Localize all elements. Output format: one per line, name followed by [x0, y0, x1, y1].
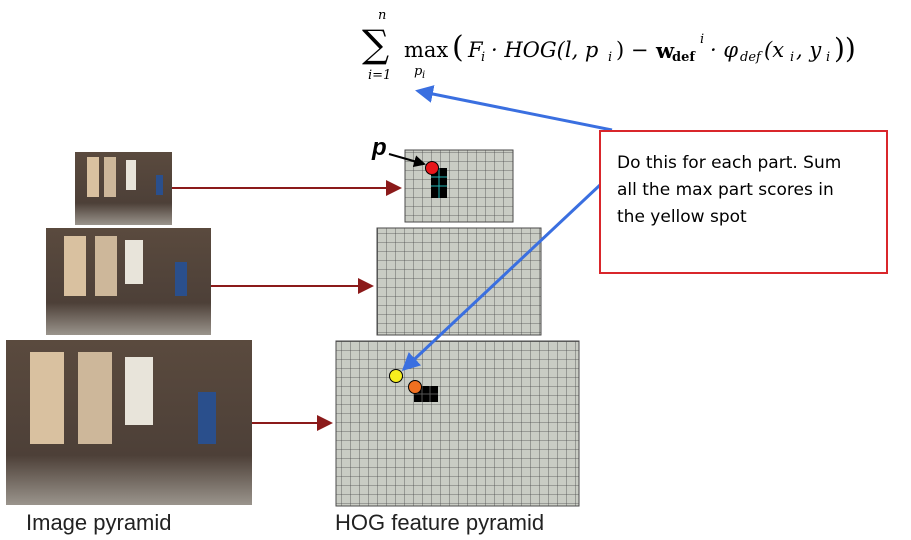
formula-part: def: [740, 50, 761, 65]
image-medium: [46, 228, 211, 335]
callout-line: all the max part scores in: [617, 177, 886, 204]
callout: Do this for each part. Sum all the max p…: [599, 130, 888, 274]
part-label: p: [372, 134, 387, 162]
formula-part: (x: [764, 38, 784, 62]
formula-part: i: [481, 50, 485, 65]
formula-part: def: [672, 50, 695, 65]
page: ∑ n i=1 max p i ( F i · HOG(l, p i ) − w…: [0, 0, 911, 540]
caption-hog-pyramid: HOG feature pyramid: [335, 510, 544, 536]
max-sub-index: i: [422, 70, 425, 81]
formula-part: i: [700, 32, 704, 47]
sum-sign: ∑: [362, 22, 389, 66]
formula: ∑ n i=1 max p i ( F i · HOG(l, p i ) − w…: [360, 8, 900, 98]
image-small: [75, 152, 172, 225]
sum-lower: i=1: [368, 68, 391, 83]
formula-part: · φ: [710, 38, 738, 62]
sum-upper: n: [378, 8, 386, 23]
formula-part: (: [452, 30, 464, 65]
formula-part: · HOG(l, p: [491, 38, 598, 62]
formula-part: , y: [796, 38, 821, 62]
max: max: [404, 38, 448, 62]
formula-part: i: [826, 50, 830, 65]
image-large: [6, 340, 252, 505]
hog-grids: [336, 150, 579, 506]
callout-line: the yellow spot: [617, 204, 886, 231]
formula-part: i: [790, 50, 794, 65]
callout-line: Do this for each part. Sum: [617, 150, 886, 177]
formula-part: ) −: [616, 38, 648, 62]
formula-part: i: [608, 50, 612, 65]
caption-image-pyramid: Image pyramid: [26, 510, 172, 536]
formula-part: )): [834, 32, 856, 65]
